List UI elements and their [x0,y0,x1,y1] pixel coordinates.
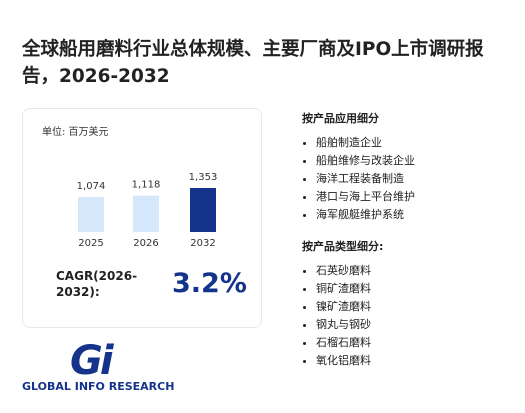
logo-mark: Gi [70,338,114,384]
bar [190,188,216,232]
title: 全球船用磨料行业总体规模、主要厂商及IPO上市调研报告，2026-2032 [22,39,484,87]
section: 按产品类型细分: 石英砂磨料铜矿渣磨料镍矿渣磨料钢丸与钢砂石榴石磨料氧化铝磨料 [302,238,383,370]
section-heading: 按产品应用细分 [302,112,379,125]
section-item: 铜矿渣磨料 [316,280,383,298]
section-item: 海洋工程装备制造 [316,170,415,188]
section-list: 船舶制造企业船舶维修与改装企业海洋工程装备制造港口与海上平台维护海军舰艇维护系统 [302,134,415,224]
section-item: 钢丸与钢砂 [316,316,383,334]
cagr-label: CAGR(2026- 2032): [56,268,137,300]
section: 按产品应用细分船舶制造企业船舶维修与改装企业海洋工程装备制造港口与海上平台维护海… [302,110,415,224]
section-heading: 按产品类型细分: [302,240,384,253]
chart-card [22,108,262,328]
value-label: 1,074 [77,181,106,192]
unit-label: 单位: 百万美元 [42,127,109,138]
x-tick-label: 2025 [78,238,103,249]
value-label: 1,353 [189,172,218,183]
section-item: 船舶维修与改装企业 [316,152,415,170]
section-item: 氧化铝磨料 [316,352,383,370]
section-item: 港口与海上平台维护 [316,188,415,206]
section-item: 石榴石磨料 [316,334,383,352]
section-item: 船舶制造企业 [316,134,415,152]
chart: 1,074 2025 1,118 2026 1,353 2032 [77,172,218,249]
section-item: 海军舰艇维护系统 [316,206,415,224]
x-tick-label: 2026 [133,238,158,249]
cagr-value: 3.2% [172,268,247,299]
section-item: 石英砂磨料 [316,262,383,280]
bar [133,195,159,232]
cagr-label-line: CAGR(2026- [56,269,138,283]
cagr-label-line: 2032): [56,285,100,299]
value-label: 1,118 [132,180,161,191]
section-item: 镍矿渣磨料 [316,298,383,316]
bar [78,197,104,232]
section-list: 石英砂磨料铜矿渣磨料镍矿渣磨料钢丸与钢砂石榴石磨料氧化铝磨料 [302,262,383,370]
logo-name: GLOBAL INFO RESEARCH [22,380,175,393]
x-tick-label: 2032 [190,238,215,249]
